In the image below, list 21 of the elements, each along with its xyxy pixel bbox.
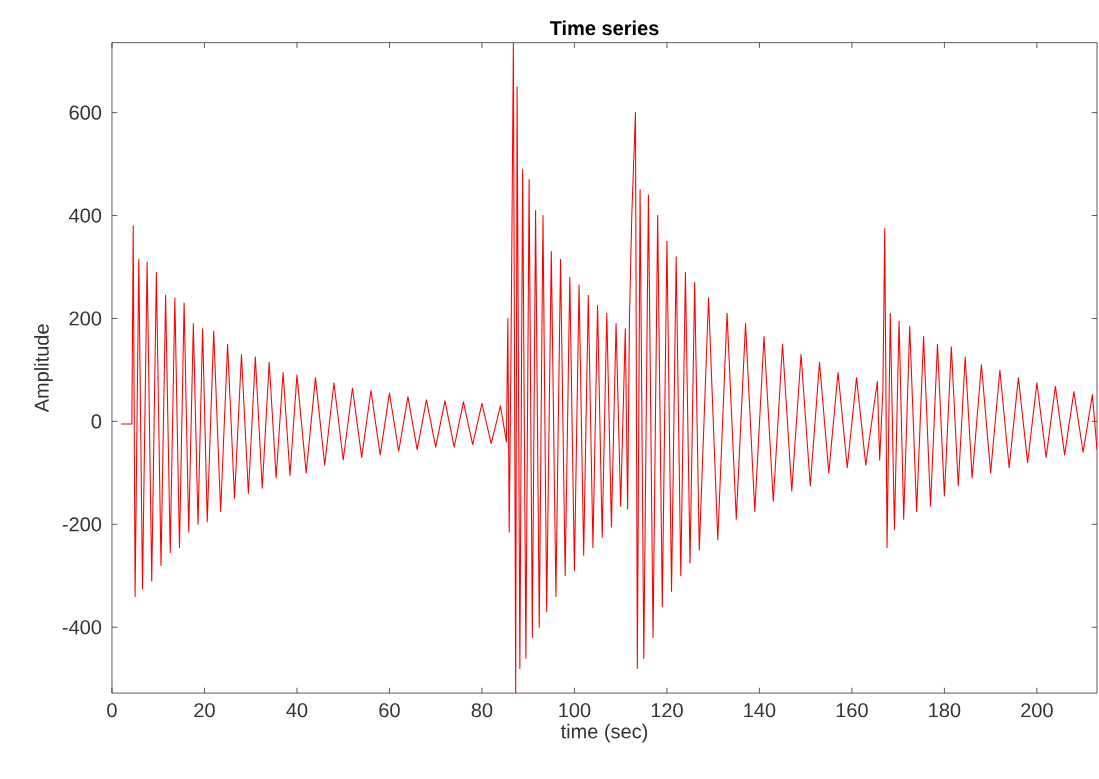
- x-tick-label: 200: [1021, 703, 1053, 718]
- x-tick-label: 20: [194, 703, 215, 718]
- x-tick-label: 80: [471, 703, 493, 718]
- y-tick-label: 600: [69, 105, 102, 120]
- y-tick-label: 0: [91, 414, 102, 429]
- x-tick-label: 180: [929, 703, 961, 718]
- y-tick-label: -400: [62, 620, 102, 635]
- y-axis-title: Amplitude: [34, 324, 53, 413]
- x-tick-label: 120: [651, 703, 683, 718]
- line-series: [120, 42, 1098, 694]
- x-tick-label: 160: [836, 703, 868, 718]
- chart-title: Time series: [549, 20, 659, 36]
- y-tick-label: 200: [69, 311, 102, 326]
- x-tick-label: 40: [286, 703, 308, 718]
- y-tick-label: -200: [62, 517, 102, 532]
- y-tick-label: 400: [69, 208, 102, 223]
- x-tick-label: 60: [379, 703, 400, 718]
- x-tick-label: 0: [107, 703, 117, 718]
- x-tick-label: 140: [744, 703, 776, 718]
- x-axis-title: time (sec): [560, 723, 648, 743]
- x-tick-label: 100: [559, 703, 591, 718]
